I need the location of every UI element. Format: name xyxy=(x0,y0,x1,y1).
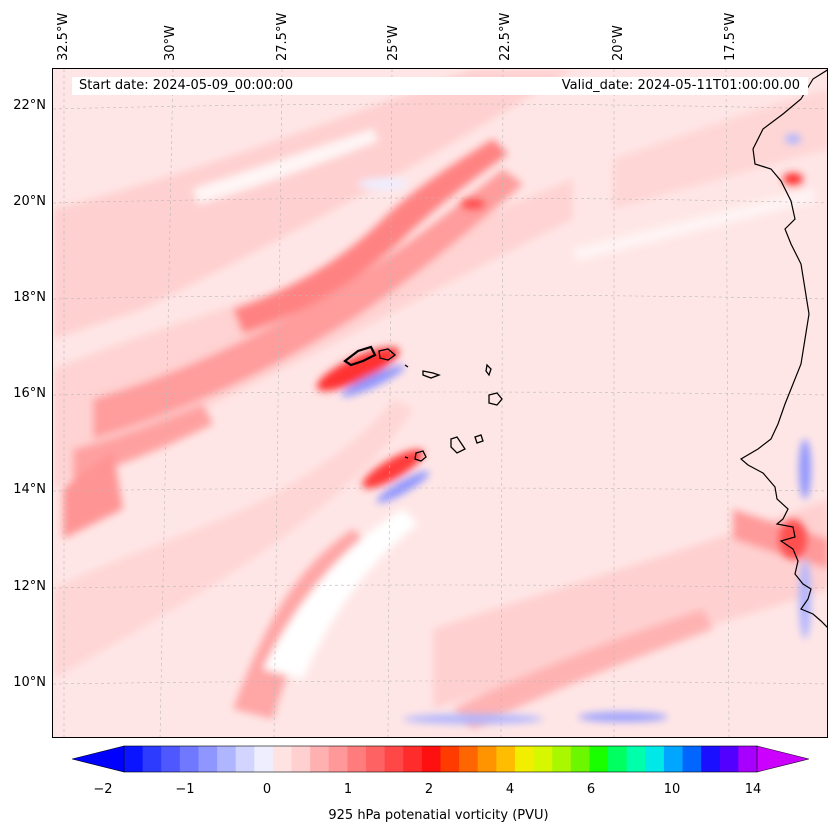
colorbar-tick-0: 0 xyxy=(262,782,272,797)
lat-label-10n: 10°N xyxy=(13,675,46,690)
colorbar-segment xyxy=(719,746,739,772)
colorbar-extend-high xyxy=(756,745,809,773)
colorbar-segment xyxy=(272,746,293,772)
pv-contours xyxy=(53,69,827,729)
colorbar-extend-low xyxy=(72,745,125,773)
colorbar-segment xyxy=(291,746,311,772)
colorbar-segment xyxy=(384,746,404,772)
lat-label-16n: 16°N xyxy=(13,386,46,401)
cape-verde-islands xyxy=(343,345,503,462)
colorbar-segment xyxy=(217,746,237,772)
lat-label-20n: 20°N xyxy=(13,194,46,209)
colorbar-segment xyxy=(552,746,572,772)
colorbar-tick-14: 14 xyxy=(744,782,762,797)
colorbar-tick-neg2: −2 xyxy=(93,782,113,797)
colorbar-segment xyxy=(738,746,758,772)
colorbar-segment xyxy=(570,746,590,772)
colorbar-segment xyxy=(440,746,460,772)
lat-label-14n: 14°N xyxy=(13,482,46,497)
colorbar-segment xyxy=(663,746,684,772)
lat-label-22n: 22°N xyxy=(13,98,46,113)
colorbar-segment xyxy=(645,746,665,772)
pv-strong-features xyxy=(316,134,811,724)
colorbar-segment xyxy=(682,746,702,772)
colorbar-segment xyxy=(310,746,330,772)
lon-label-22-5w: 22.5°W xyxy=(498,12,513,61)
colorbar-segment xyxy=(198,746,218,772)
colorbar-segment xyxy=(477,746,497,772)
colorbar-tick-1: 1 xyxy=(343,782,353,797)
colorbar-segment xyxy=(626,746,646,772)
colorbar-segment xyxy=(254,746,274,772)
colorbar-segment xyxy=(347,746,367,772)
colorbar-segment xyxy=(608,746,628,772)
lon-label-30w: 30°W xyxy=(163,25,178,61)
colorbar-tick-10: 10 xyxy=(663,782,681,797)
colorbar-tick-4: 4 xyxy=(505,782,515,797)
colorbar-segment xyxy=(533,746,553,772)
colorbar-tick-6: 6 xyxy=(586,782,596,797)
lon-label-20w: 20°W xyxy=(611,25,626,61)
lat-label-18n: 18°N xyxy=(13,290,46,305)
colorbar-segment xyxy=(514,746,535,772)
lat-label-12n: 12°N xyxy=(13,579,46,594)
lon-label-32-5w: 32.5°W xyxy=(56,12,71,61)
colorbar-segment xyxy=(496,746,516,772)
start-date-label: Start date: 2024-05-09_00:00:00 xyxy=(79,78,294,93)
colorbar-border xyxy=(123,745,758,773)
colorbar-segment xyxy=(328,746,348,772)
potential-vorticity-field xyxy=(53,69,827,737)
colorbar-segment xyxy=(701,746,721,772)
lon-label-27-5w: 27.5°W xyxy=(275,12,290,61)
lon-label-25w: 25°W xyxy=(386,25,401,61)
colorbar-segment xyxy=(142,746,162,772)
lon-label-17-5w: 17.5°W xyxy=(723,12,738,61)
colorbar-segment xyxy=(179,746,199,772)
african-coastline xyxy=(739,69,827,628)
map-plot-area xyxy=(52,68,828,738)
colorbar-segment xyxy=(161,746,181,772)
colorbar-segment xyxy=(589,746,609,772)
colorbar-segment xyxy=(421,746,441,772)
colorbar-segment xyxy=(459,746,479,772)
colorbar-segment xyxy=(124,746,144,772)
colorbar-segment xyxy=(403,746,423,772)
colorbar-segment xyxy=(366,746,386,772)
colorbar xyxy=(72,745,809,773)
valid-date-label: Valid_date: 2024-05-11T01:00:00.00 xyxy=(561,78,800,93)
graticule xyxy=(53,69,827,737)
colorbar-tick-neg1: −1 xyxy=(175,782,195,797)
colorbar-segment xyxy=(235,746,255,772)
date-header-box xyxy=(72,77,808,95)
colorbar-tick-2: 2 xyxy=(424,782,434,797)
colorbar-label: 925 hPa potenatial vorticity (PVU) xyxy=(328,808,549,823)
